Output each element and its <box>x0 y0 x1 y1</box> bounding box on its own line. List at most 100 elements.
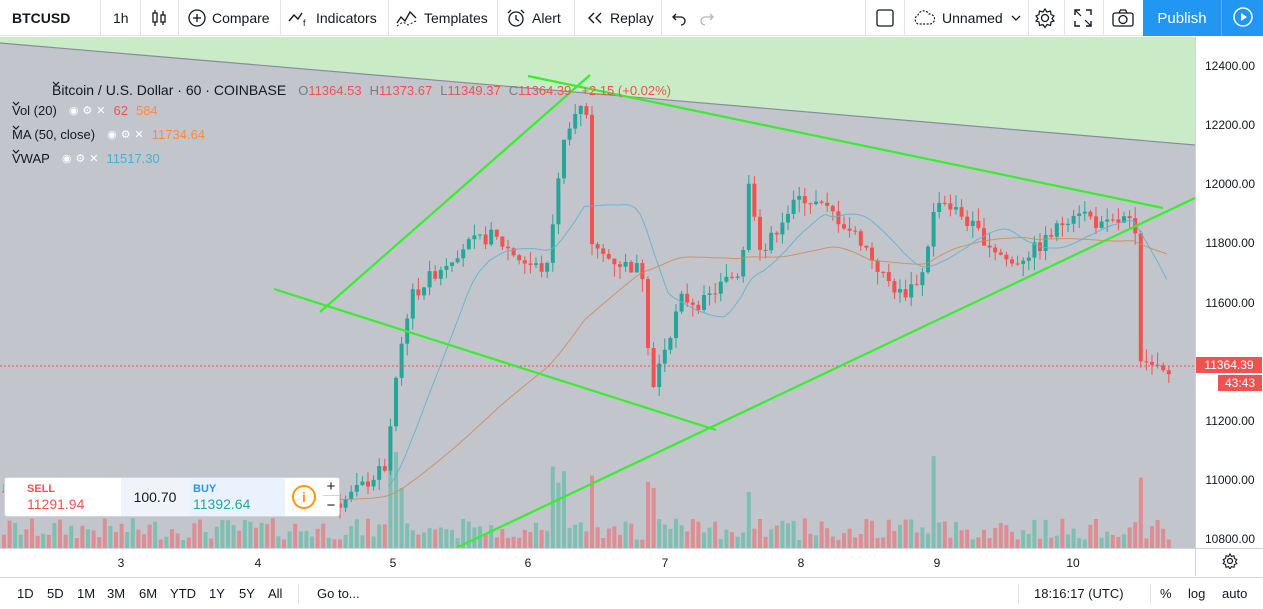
range-button-1d[interactable]: 1D <box>17 586 34 601</box>
volume-bar <box>707 527 712 548</box>
volume-bar <box>534 522 538 548</box>
candle-body <box>623 261 628 267</box>
expand-icon <box>1073 8 1093 28</box>
volume-bar <box>584 531 589 548</box>
buy-label: BUY <box>193 483 217 495</box>
time-axis[interactable]: 3 4 5 6 7 8 9 10 <box>0 548 1195 576</box>
bottom-toolbar: 1D 5D 1M 3M 6M YTD 1Y 5Y All Go to... 18:16:17 (UT… <box>0 577 1263 609</box>
candle-body <box>1105 219 1110 222</box>
candle-body <box>657 363 662 388</box>
candle-body <box>797 195 802 200</box>
symbol-search[interactable]: BTCUSD <box>12 0 70 36</box>
candle-body <box>562 139 566 179</box>
volume-bar <box>595 527 600 548</box>
candle-body <box>494 229 499 237</box>
volume-bar <box>1088 524 1093 548</box>
price-tick-label: 11000.00 <box>1205 473 1255 487</box>
alert-button[interactable]: Alert <box>506 0 561 36</box>
legend-volume-row[interactable]: Vol (20) ◉⚙✕ 62 584 <box>12 101 158 119</box>
volume-bar <box>858 534 863 548</box>
alert-label: Alert <box>532 10 561 26</box>
axis-settings-button[interactable] <box>1195 548 1263 576</box>
redo-button[interactable] <box>699 0 721 36</box>
publish-button[interactable]: Publish <box>1143 0 1221 36</box>
volume-bar <box>46 534 51 548</box>
volume-bar <box>114 532 118 548</box>
log-scale-toggle[interactable]: log <box>1188 586 1206 601</box>
candle-body <box>763 249 768 251</box>
divider <box>904 0 905 36</box>
volume-bar <box>578 522 583 548</box>
undo-button[interactable] <box>671 0 693 36</box>
candle-body <box>371 479 376 487</box>
time-tick-label: 5 <box>389 556 397 570</box>
volume-bar <box>382 524 387 548</box>
legend-ma-row[interactable]: MA (50, close) ◉⚙✕ 11734.64 <box>12 125 205 143</box>
templates-button[interactable]: Templates <box>396 0 488 36</box>
quantity-decrease-button[interactable]: − <box>326 497 336 514</box>
volume-bar <box>1144 538 1149 548</box>
volume-bar <box>270 518 275 548</box>
range-button-all[interactable]: All <box>268 586 283 601</box>
range-button-1y[interactable]: 1Y <box>209 586 225 601</box>
buy-button[interactable]: BUY 11392.64 <box>189 478 285 516</box>
volume-bar <box>914 532 919 548</box>
compare-button[interactable]: Compare <box>188 0 270 36</box>
volume-bar <box>1066 534 1070 548</box>
goto-button[interactable]: Go to... <box>317 586 360 601</box>
volume-bar <box>892 530 897 548</box>
volume-bar <box>965 529 970 548</box>
candle-body <box>349 491 354 500</box>
chart-pane[interactable]: Bitcoin / U.S. Dollar · 60 · COINBASE O … <box>0 37 1195 548</box>
volume-bar <box>125 532 130 548</box>
volume-bar <box>1060 518 1065 548</box>
candle-body <box>545 262 550 272</box>
quantity-increase-button[interactable]: + <box>323 478 339 496</box>
fullscreen-button[interactable] <box>1073 0 1099 36</box>
auto-scale-toggle[interactable]: auto <box>1222 586 1248 601</box>
info-icon[interactable]: i <box>292 485 316 509</box>
candle-body <box>522 260 527 264</box>
low-value: 11349.37 <box>447 82 501 98</box>
volume-bar <box>242 519 247 548</box>
volume-bar <box>528 532 533 548</box>
indicators-button[interactable]: f Indicators <box>288 0 377 36</box>
percent-scale-toggle[interactable]: % <box>1160 586 1172 601</box>
range-button-ytd[interactable]: YTD <box>170 586 196 601</box>
volume-bar <box>455 538 460 548</box>
range-button-3m[interactable]: 3M <box>107 586 126 601</box>
candle-body <box>674 311 678 338</box>
candle-body <box>819 201 824 203</box>
replay-button[interactable]: Replay <box>586 0 654 36</box>
range-button-5y[interactable]: 5Y <box>239 586 255 601</box>
range-button-6m[interactable]: 6M <box>139 586 158 601</box>
legend-main-row: Bitcoin / U.S. Dollar · 60 · COINBASE O … <box>52 81 671 99</box>
volume-bar <box>203 532 208 548</box>
visibility-settings-close-icons[interactable]: ◉⚙✕ <box>68 104 110 117</box>
visibility-settings-close-icons[interactable]: ◉⚙✕ <box>61 152 103 165</box>
visibility-settings-close-icons[interactable]: ◉⚙✕ <box>107 128 148 141</box>
divider <box>178 0 179 36</box>
candle-body <box>377 466 382 480</box>
fullscreen-toggle-button[interactable] <box>875 0 901 36</box>
candle-body <box>926 246 930 273</box>
volume-bar <box>1032 519 1037 548</box>
volume-bar <box>58 519 62 548</box>
volume-bar <box>1138 477 1143 548</box>
range-button-1m[interactable]: 1M <box>77 586 96 601</box>
price-axis[interactable]: 12400.00 12200.00 12000.00 11800.00 11600.00… <box>1195 37 1263 548</box>
snapshot-button[interactable] <box>1111 0 1141 36</box>
volume-bar <box>987 537 992 548</box>
range-button-5d[interactable]: 5D <box>47 586 64 601</box>
symbol-title[interactable]: Bitcoin / U.S. Dollar · 60 · COINBASE <box>52 82 287 98</box>
interval-button[interactable]: 1h <box>113 0 129 36</box>
layout-name-button[interactable]: Unnamed <box>912 0 1027 36</box>
settings-button[interactable] <box>1034 0 1062 36</box>
chart-type-button[interactable] <box>150 0 174 36</box>
play-button[interactable] <box>1221 0 1263 36</box>
volume-bar <box>926 533 930 548</box>
legend-vwap-row[interactable]: VWAP ◉⚙✕ 11517.30 <box>12 149 160 167</box>
volume-bar <box>970 539 975 548</box>
volume-bar <box>198 519 202 548</box>
sell-button[interactable]: SELL 11291.94 <box>5 478 121 516</box>
